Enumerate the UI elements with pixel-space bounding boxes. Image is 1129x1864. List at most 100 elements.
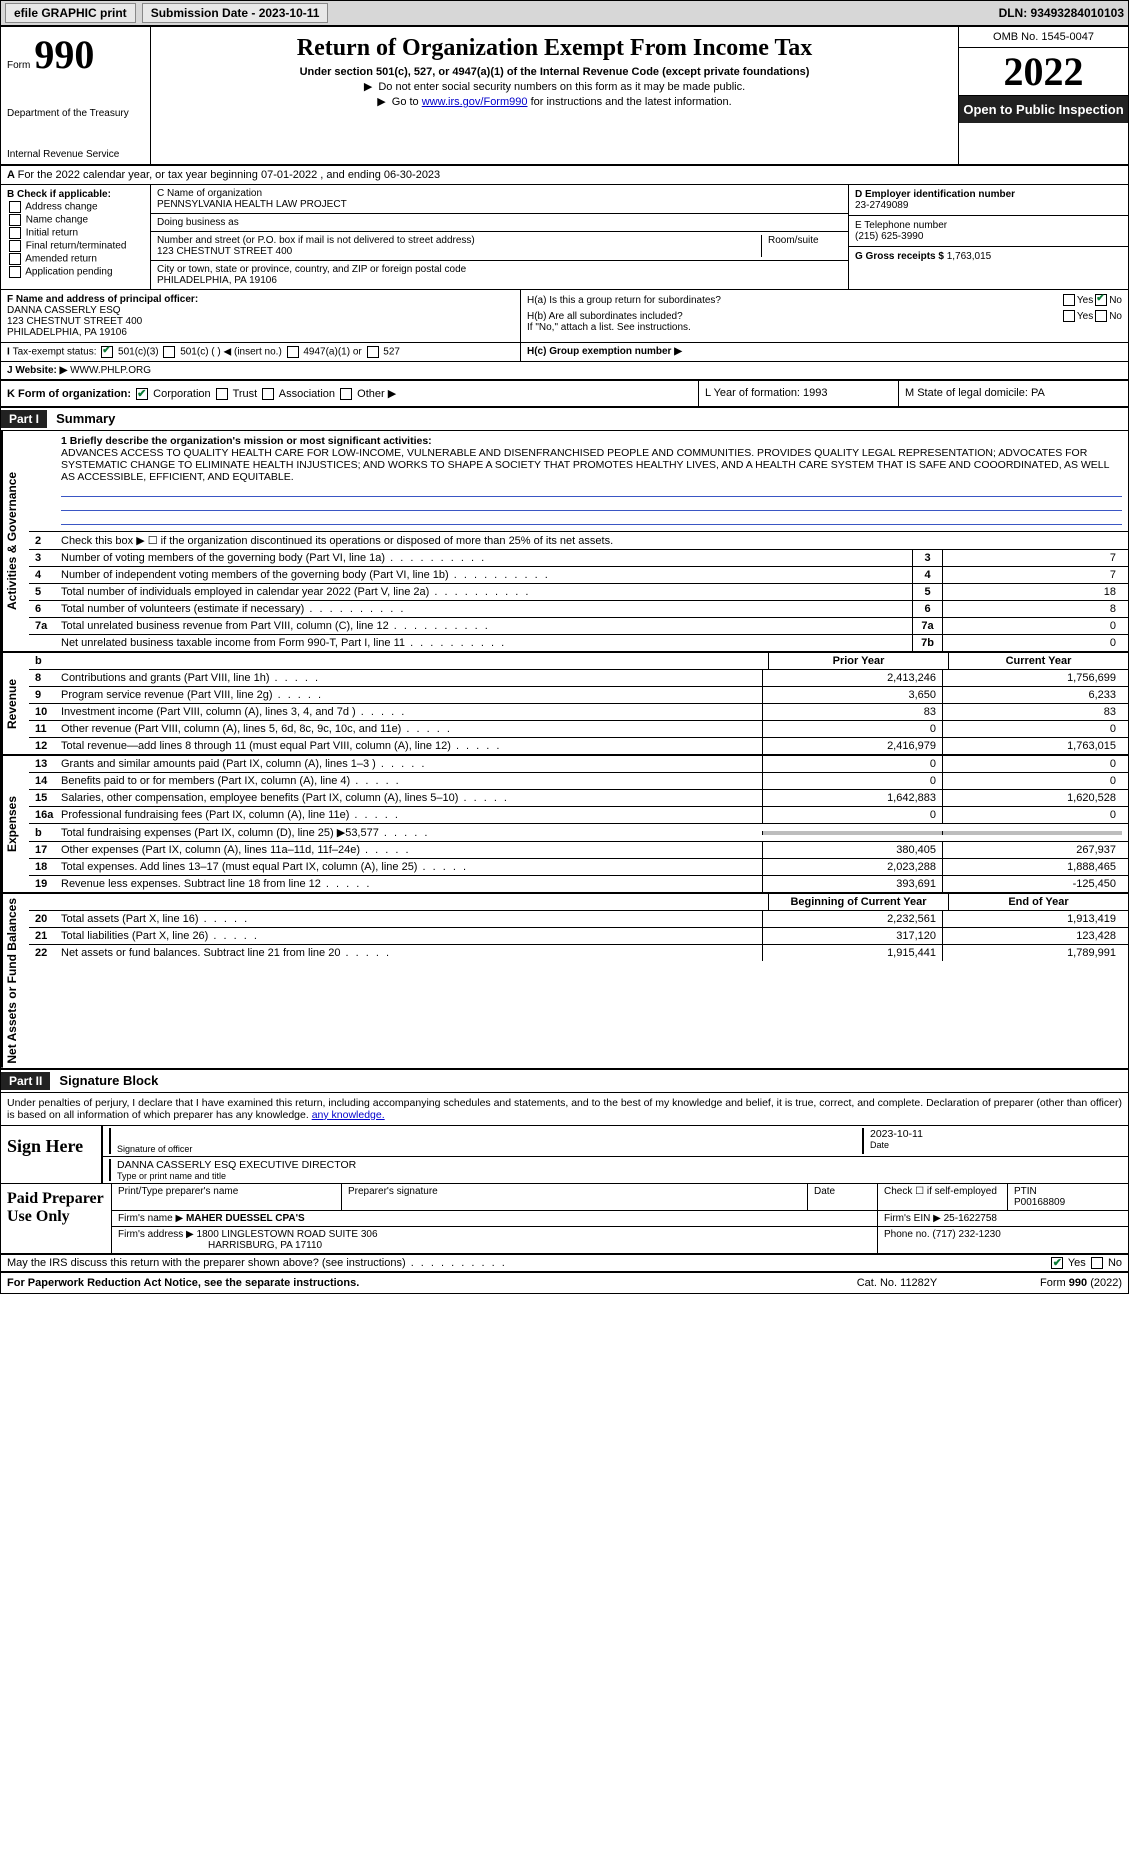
website-value: WWW.PHLP.ORG [70, 365, 151, 376]
gov-line: 2Check this box ▶ ☐ if the organization … [29, 532, 1128, 550]
group-return: H(a) Is this a group return for subordin… [521, 290, 1128, 342]
org-name: PENNSYLVANIA HEALTH LAW PROJECT [157, 199, 842, 210]
summary-line: 18Total expenses. Add lines 13–17 (must … [29, 859, 1128, 876]
form-container: Form 990 Department of the Treasury Inte… [0, 26, 1129, 1294]
cat-no: Cat. No. 11282Y [822, 1277, 972, 1289]
note-ssn: Do not enter social security numbers on … [364, 81, 745, 93]
row-a: A For the 2022 calendar year, or tax yea… [1, 166, 1128, 185]
firm-addr1: 1800 LINGLESTOWN ROAD SUITE 306 [197, 1229, 378, 1240]
summary-line: bTotal fundraising expenses (Part IX, co… [29, 824, 1128, 842]
col-c: C Name of organization PENNSYLVANIA HEAL… [151, 185, 848, 289]
form-header: Form 990 Department of the Treasury Inte… [1, 27, 1128, 166]
chk-initial-return[interactable] [9, 227, 21, 239]
chk-name-change[interactable] [9, 214, 21, 226]
note-goto-pre: Go to [392, 96, 422, 108]
section-revenue: Revenue b Prior Year Current Year 8Contr… [1, 653, 1128, 756]
year-formation: L Year of formation: 1993 [698, 381, 898, 406]
tab-governance: Activities & Governance [1, 431, 29, 651]
summary-line: 19Revenue less expenses. Subtract line 1… [29, 876, 1128, 892]
chk-501c[interactable] [163, 346, 175, 358]
identity-block: B Check if applicable: Address change Na… [1, 185, 1128, 290]
chk-corp[interactable] [136, 388, 148, 400]
page-footer: For Paperwork Reduction Act Notice, see … [1, 1273, 1128, 1293]
chk-discuss-no[interactable] [1091, 1257, 1103, 1269]
dba-label: Doing business as [157, 217, 842, 228]
part2-header: Part II Signature Block [1, 1070, 1128, 1093]
firm-ein: 25-1622758 [944, 1213, 997, 1224]
summary-line: 17Other expenses (Part IX, column (A), l… [29, 842, 1128, 859]
chk-ha-no[interactable] [1095, 294, 1107, 306]
col-b: B Check if applicable: Address change Na… [1, 185, 151, 289]
chk-address-change[interactable] [9, 201, 21, 213]
omb-number: OMB No. 1545-0047 [959, 27, 1128, 48]
tab-expenses: Expenses [1, 756, 29, 892]
chk-app-pending[interactable] [9, 266, 21, 278]
city-label: City or town, state or province, country… [157, 264, 842, 275]
hdr-current-year: Current Year [948, 653, 1128, 669]
header-left: Form 990 Department of the Treasury Inte… [1, 27, 151, 164]
na-col-headers: Beginning of Current Year End of Year [29, 894, 1128, 911]
summary-line: 15Salaries, other compensation, employee… [29, 790, 1128, 807]
chk-4947[interactable] [287, 346, 299, 358]
form-subtitle: Under section 501(c), 527, or 4947(a)(1)… [157, 66, 952, 78]
addr-label: Number and street (or P.O. box if mail i… [157, 235, 755, 246]
ptin-value: P00168809 [1014, 1197, 1122, 1208]
mission-block: 1 Briefly describe the organization's mi… [29, 431, 1128, 532]
principal-officer: F Name and address of principal officer:… [1, 290, 521, 342]
gov-line: 4Number of independent voting members of… [29, 567, 1128, 584]
chk-527[interactable] [367, 346, 379, 358]
row-i-hc: I Tax-exempt status: 501(c)(3) 501(c) ( … [1, 343, 1128, 362]
row-k: K Form of organization: Corporation Trus… [1, 381, 1128, 408]
rev-col-headers: b Prior Year Current Year [29, 653, 1128, 670]
chk-amended[interactable] [9, 253, 21, 265]
chk-final-return[interactable] [9, 240, 21, 252]
pra-notice: For Paperwork Reduction Act Notice, see … [7, 1277, 822, 1289]
summary-line: 21Total liabilities (Part X, line 26)317… [29, 928, 1128, 945]
header-mid: Return of Organization Exempt From Incom… [151, 27, 958, 164]
phone-value: (215) 625-3990 [855, 231, 1122, 242]
summary-line: 10Investment income (Part VIII, column (… [29, 704, 1128, 721]
chk-501c3[interactable] [101, 346, 113, 358]
hdr-end-year: End of Year [948, 894, 1128, 910]
chk-other[interactable] [340, 388, 352, 400]
top-bar: efile GRAPHIC print Submission Date - 20… [0, 0, 1129, 26]
officer-name: DANNA CASSERLY ESQ EXECUTIVE DIRECTOR [117, 1159, 1122, 1171]
any-knowledge-link[interactable]: any knowledge. [312, 1109, 385, 1121]
hdr-prior-year: Prior Year [768, 653, 948, 669]
signature-block: Under penalties of perjury, I declare th… [1, 1093, 1128, 1273]
discuss-row: May the IRS discuss this return with the… [1, 1255, 1128, 1273]
summary-line: 20Total assets (Part X, line 16)2,232,56… [29, 911, 1128, 928]
open-public-badge: Open to Public Inspection [959, 96, 1128, 123]
ein-label: D Employer identification number [855, 189, 1122, 200]
chk-trust[interactable] [216, 388, 228, 400]
preparer-block: Paid Preparer Use Only Print/Type prepar… [1, 1184, 1128, 1255]
ein-value: 23-2749089 [855, 200, 1122, 211]
dept-label: Department of the Treasury [7, 108, 144, 119]
summary-line: 14Benefits paid to or for members (Part … [29, 773, 1128, 790]
form-label: Form [7, 60, 30, 71]
hdr-beg-year: Beginning of Current Year [768, 894, 948, 910]
firm-addr2: HARRISBURG, PA 17110 [208, 1240, 322, 1251]
chk-assoc[interactable] [262, 388, 274, 400]
efile-print-button[interactable]: efile GRAPHIC print [5, 3, 136, 23]
gov-line: 5Total number of individuals employed in… [29, 584, 1128, 601]
paid-preparer-label: Paid Preparer Use Only [1, 1184, 111, 1253]
submission-date-button[interactable]: Submission Date - 2023-10-11 [142, 3, 329, 23]
chk-ha-yes[interactable] [1063, 294, 1075, 306]
chk-discuss-yes[interactable] [1051, 1257, 1063, 1269]
state-domicile: M State of legal domicile: PA [898, 381, 1128, 406]
summary-line: 11Other revenue (Part VIII, column (A), … [29, 721, 1128, 738]
firm-phone: (717) 232-1230 [932, 1229, 1000, 1240]
dln-label: DLN: 93493284010103 [999, 6, 1124, 20]
gov-line: 3Number of voting members of the governi… [29, 550, 1128, 567]
gross-value: 1,763,015 [947, 251, 992, 262]
summary-line: 9Program service revenue (Part VIII, lin… [29, 687, 1128, 704]
chk-hb-no[interactable] [1095, 310, 1107, 322]
form-number: 990 [34, 31, 94, 78]
gov-line: 7aTotal unrelated business revenue from … [29, 618, 1128, 635]
irs-link[interactable]: www.irs.gov/Form990 [422, 96, 528, 108]
sign-here-label: Sign Here [1, 1126, 101, 1183]
part1-header: Part I Summary [1, 408, 1128, 431]
chk-hb-yes[interactable] [1063, 310, 1075, 322]
gov-line: 6Total number of volunteers (estimate if… [29, 601, 1128, 618]
